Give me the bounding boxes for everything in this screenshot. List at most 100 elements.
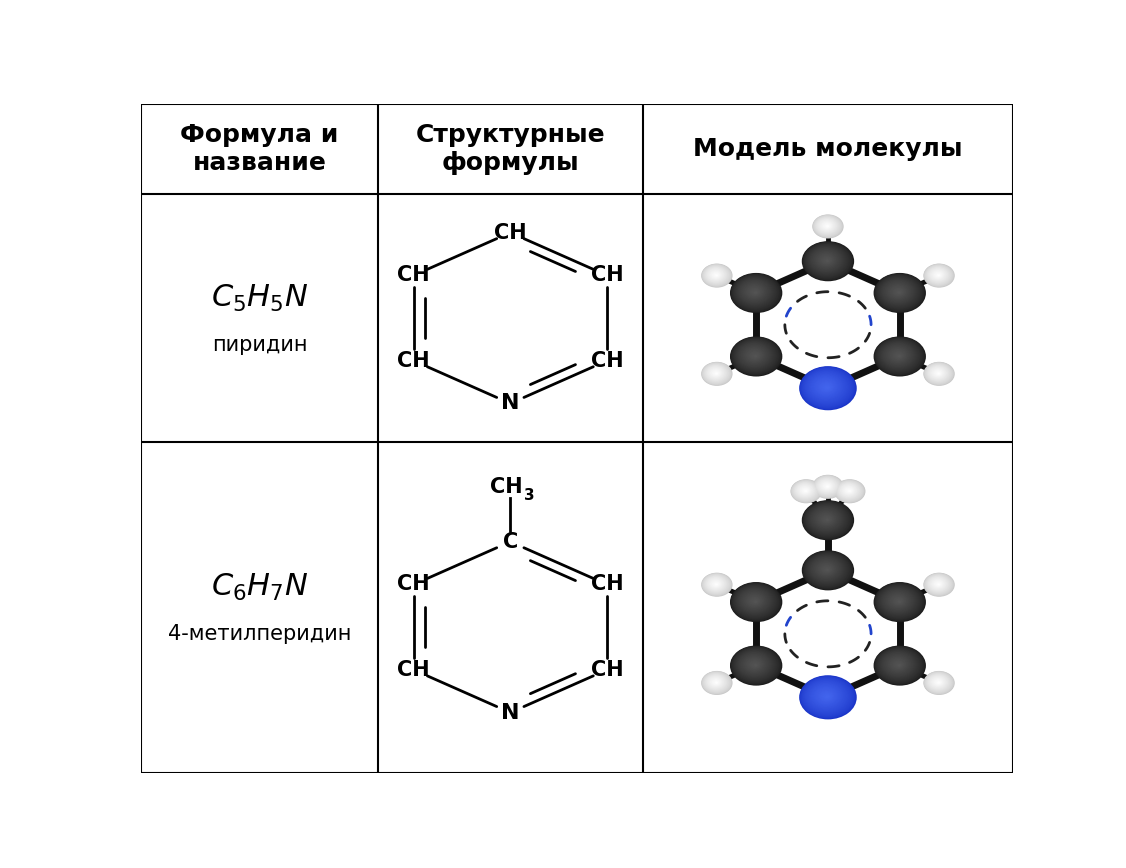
- Circle shape: [878, 649, 918, 680]
- Circle shape: [750, 352, 760, 359]
- Circle shape: [879, 650, 918, 679]
- Circle shape: [701, 573, 732, 596]
- Circle shape: [803, 369, 850, 405]
- Circle shape: [701, 573, 733, 596]
- Circle shape: [732, 647, 779, 683]
- Circle shape: [706, 267, 725, 282]
- Circle shape: [936, 372, 941, 375]
- Circle shape: [842, 486, 855, 495]
- Circle shape: [819, 219, 835, 233]
- Circle shape: [712, 370, 721, 377]
- Circle shape: [739, 279, 769, 303]
- Circle shape: [838, 482, 860, 499]
- Circle shape: [734, 585, 776, 617]
- Circle shape: [711, 580, 721, 588]
- Circle shape: [874, 582, 924, 621]
- Circle shape: [804, 503, 850, 536]
- Circle shape: [897, 355, 901, 358]
- Circle shape: [704, 673, 730, 693]
- Circle shape: [932, 580, 944, 588]
- Circle shape: [801, 676, 855, 718]
- Circle shape: [806, 245, 847, 275]
- Circle shape: [933, 581, 942, 588]
- Circle shape: [734, 648, 776, 681]
- Text: $\mathit{C}_6\mathit{H}_7\mathit{N}$: $\mathit{C}_6\mathit{H}_7\mathit{N}$: [211, 571, 309, 602]
- Circle shape: [929, 675, 947, 689]
- Circle shape: [816, 217, 838, 234]
- Circle shape: [841, 485, 856, 496]
- Circle shape: [891, 659, 905, 670]
- Circle shape: [816, 379, 835, 394]
- Text: $\mathit{C}_5\mathit{H}_5\mathit{N}$: $\mathit{C}_5\mathit{H}_5\mathit{N}$: [211, 282, 309, 313]
- Circle shape: [708, 676, 723, 687]
- Circle shape: [825, 386, 830, 390]
- Circle shape: [825, 225, 829, 227]
- Circle shape: [709, 368, 722, 378]
- Circle shape: [884, 590, 911, 611]
- Circle shape: [826, 226, 829, 227]
- Circle shape: [822, 516, 831, 523]
- Circle shape: [924, 574, 953, 595]
- Circle shape: [884, 280, 912, 303]
- Circle shape: [714, 273, 718, 277]
- Circle shape: [701, 671, 732, 694]
- Circle shape: [713, 680, 720, 685]
- Circle shape: [844, 487, 854, 494]
- Circle shape: [731, 647, 780, 684]
- Circle shape: [937, 582, 940, 586]
- Circle shape: [752, 600, 758, 603]
- Circle shape: [747, 286, 762, 298]
- Circle shape: [874, 273, 926, 313]
- Circle shape: [714, 582, 718, 586]
- Circle shape: [819, 220, 834, 232]
- Circle shape: [803, 489, 808, 493]
- Text: Структурные
формулы: Структурные формулы: [415, 123, 605, 175]
- Circle shape: [747, 595, 762, 607]
- Circle shape: [823, 258, 831, 263]
- Circle shape: [822, 482, 832, 490]
- Circle shape: [708, 367, 723, 378]
- Circle shape: [938, 372, 940, 374]
- Circle shape: [936, 273, 941, 277]
- Circle shape: [820, 254, 833, 266]
- Circle shape: [890, 595, 906, 607]
- Circle shape: [876, 275, 921, 310]
- Circle shape: [805, 553, 849, 586]
- Circle shape: [706, 365, 726, 381]
- Circle shape: [734, 339, 776, 372]
- Circle shape: [715, 682, 717, 684]
- Circle shape: [713, 680, 720, 685]
- Circle shape: [703, 574, 730, 595]
- Circle shape: [806, 372, 846, 402]
- Circle shape: [701, 573, 731, 595]
- Circle shape: [876, 583, 922, 620]
- Circle shape: [802, 368, 854, 407]
- Circle shape: [703, 363, 731, 385]
- Circle shape: [734, 276, 776, 308]
- Circle shape: [704, 364, 730, 384]
- Circle shape: [924, 265, 953, 286]
- Circle shape: [931, 367, 945, 378]
- Circle shape: [805, 371, 848, 404]
- Circle shape: [824, 259, 830, 263]
- Circle shape: [924, 265, 953, 286]
- Circle shape: [714, 681, 718, 685]
- Circle shape: [834, 480, 864, 503]
- Circle shape: [799, 486, 811, 495]
- Circle shape: [752, 662, 759, 667]
- Circle shape: [926, 364, 951, 384]
- Circle shape: [704, 575, 727, 593]
- Circle shape: [890, 286, 906, 298]
- Circle shape: [751, 598, 760, 605]
- Circle shape: [813, 377, 839, 397]
- Circle shape: [799, 676, 856, 719]
- Circle shape: [841, 484, 856, 496]
- Circle shape: [706, 576, 725, 591]
- Circle shape: [801, 487, 810, 494]
- Circle shape: [810, 506, 843, 532]
- Circle shape: [797, 484, 813, 496]
- Circle shape: [739, 589, 769, 613]
- Circle shape: [877, 648, 919, 681]
- Circle shape: [821, 515, 832, 523]
- Circle shape: [816, 218, 838, 233]
